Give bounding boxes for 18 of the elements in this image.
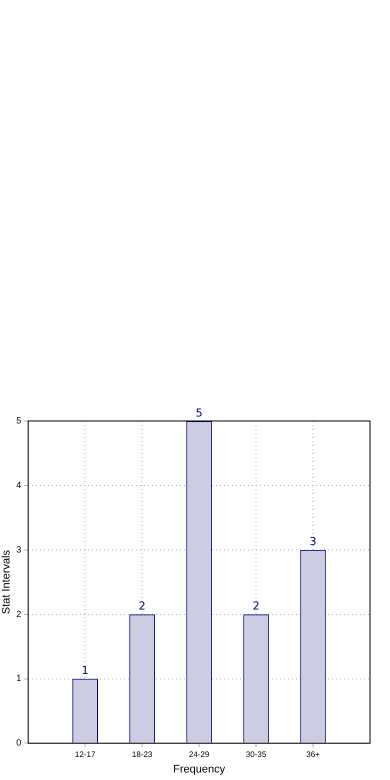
y-tick-label: 0 — [16, 738, 22, 748]
y-tick-label: 1 — [16, 673, 22, 684]
x-tick-label: 18-23 — [132, 750, 153, 760]
x-tick-label: 12-17 — [74, 750, 96, 760]
y-tick-label: 4 — [16, 480, 22, 490]
y-axis-title: Stat Intervals — [0, 550, 13, 614]
data-label: 3 — [310, 535, 317, 548]
x-axis-title: Frequency — [173, 763, 226, 776]
data-label: 1 — [82, 664, 89, 678]
x-tick-label: 24-29 — [188, 750, 210, 760]
y-tick-label: 2 — [16, 608, 22, 619]
y-tick-label: 3 — [16, 544, 22, 554]
x-tick-label: 30-35 — [246, 750, 267, 760]
y-tick-label: 5 — [16, 415, 22, 426]
data-label: 5 — [196, 406, 203, 420]
data-label: 2 — [138, 600, 146, 613]
data-label: 2 — [252, 600, 260, 613]
x-tick-label: 36+ — [306, 750, 320, 760]
